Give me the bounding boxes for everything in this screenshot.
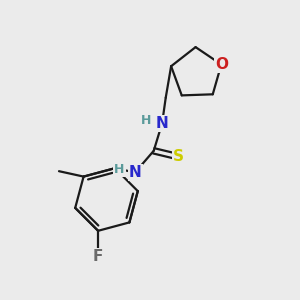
Text: N: N (129, 165, 142, 180)
Text: S: S (173, 149, 184, 164)
Text: O: O (215, 57, 228, 72)
Text: N: N (156, 116, 169, 131)
Text: H: H (141, 114, 152, 127)
Text: F: F (93, 249, 103, 264)
Text: H: H (114, 163, 125, 176)
